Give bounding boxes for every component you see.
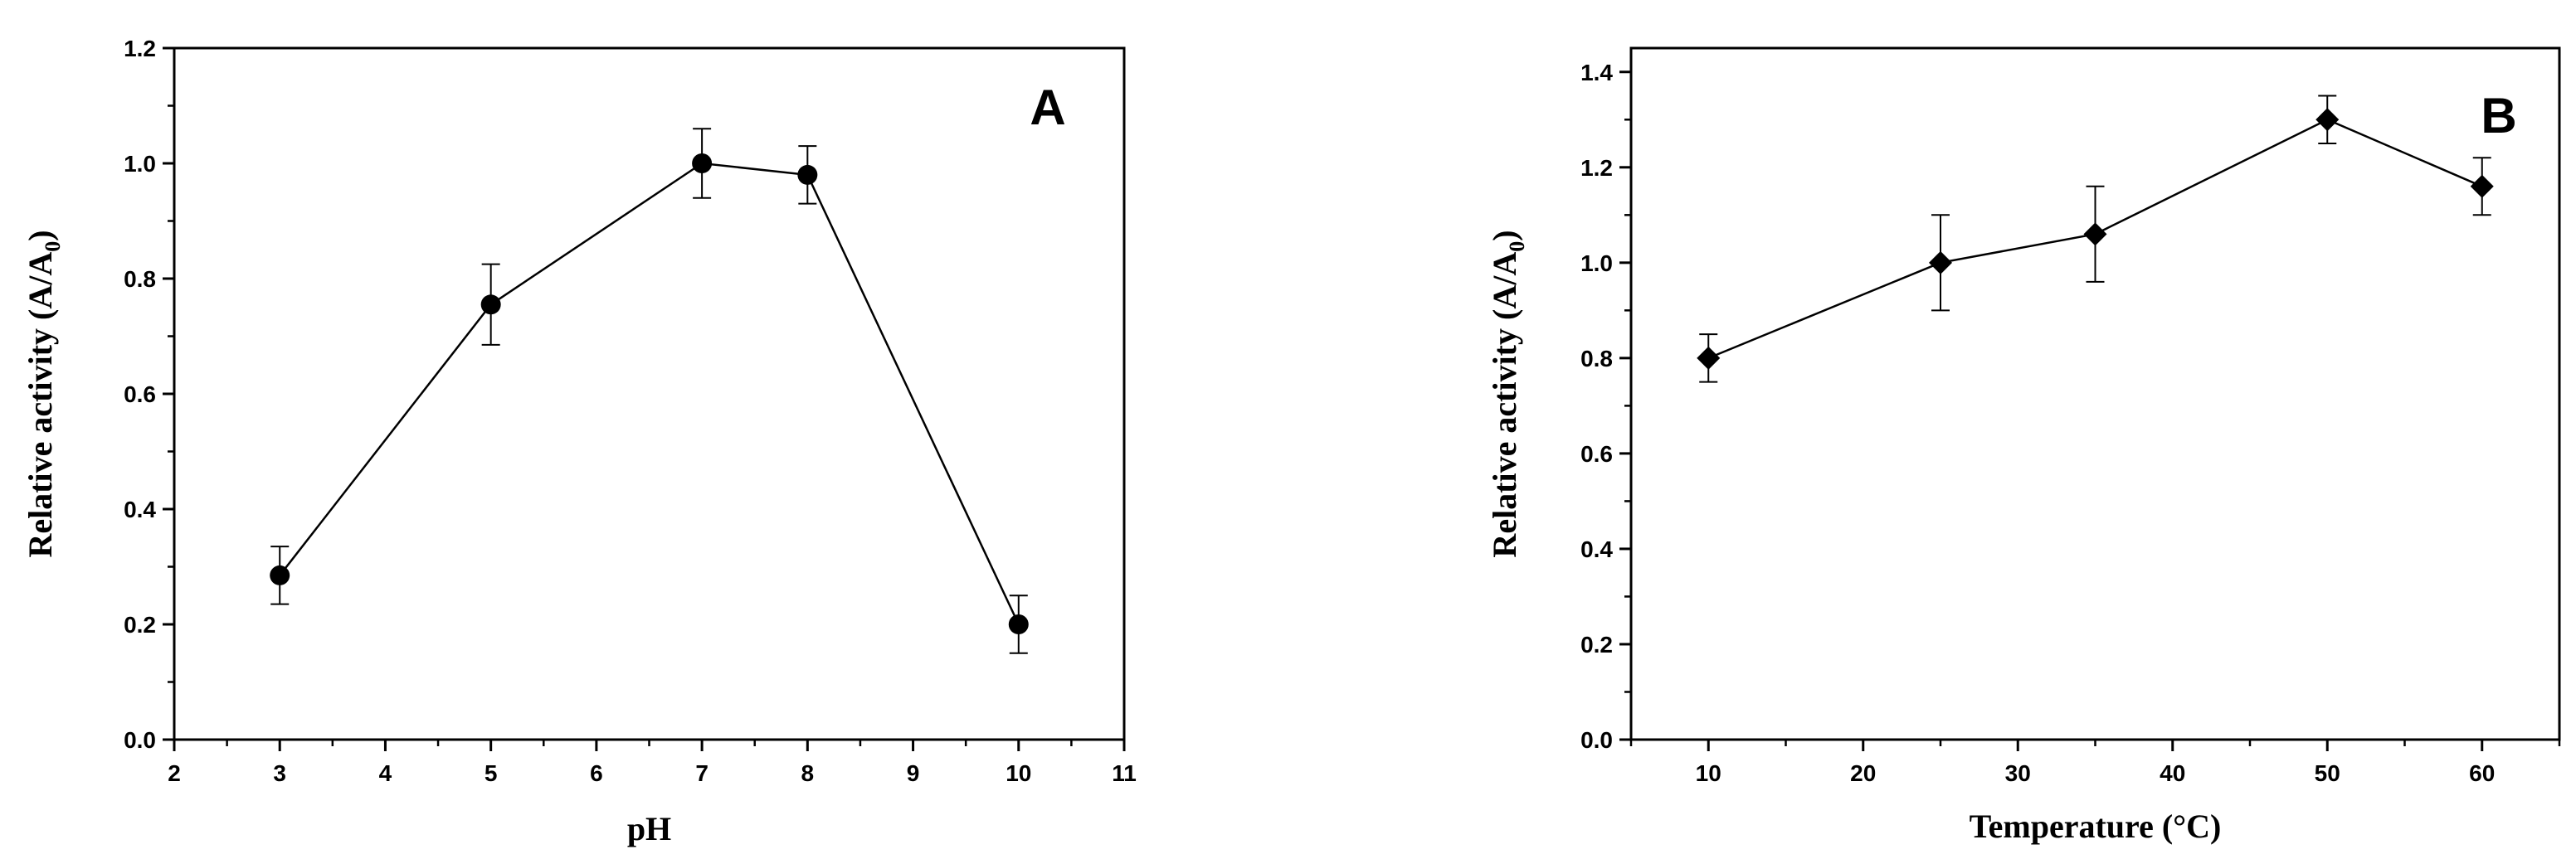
panel-b-y-axis-title-main: Relative activity (A/A bbox=[1486, 252, 1523, 558]
panel-a-data-point bbox=[270, 565, 290, 585]
panel-a-y-axis-title-main: Relative activity (A/A bbox=[22, 252, 59, 558]
panel-b-y-tick-label: 0.4 bbox=[1580, 536, 1613, 562]
panel-a-y-tick-label: 0.8 bbox=[124, 266, 156, 292]
panel-b-y-tick-label: 1.4 bbox=[1580, 60, 1613, 85]
panel-b-data-point bbox=[2470, 174, 2494, 198]
panel-a-series-line bbox=[279, 162, 1020, 625]
panel-a-data-point bbox=[797, 164, 818, 185]
panel-a-panel-letter: A bbox=[1030, 80, 1065, 135]
panel-b-y-axis-title-subscript: 0 bbox=[1505, 241, 1529, 252]
panel-b-y-tick-label: 0.0 bbox=[1580, 727, 1613, 753]
panel-a-y-tick-label: 1.2 bbox=[124, 36, 156, 61]
panel-b-chart: 10 20 30 40 50 60 0.0 0.2 0.4 0.6 0.8 1.0 1.2 1.4 Temp… bbox=[1486, 46, 2561, 845]
panel-a-chart: 2 3 4 5 6 7 8 9 10 11 0.0 0.2 0.4 0.6 0.8 1.0 1.2 pH Relat… bbox=[22, 36, 1137, 847]
panel-b-plot-frame bbox=[1629, 46, 2561, 741]
panel-a-y-tick-label: 1.0 bbox=[124, 151, 156, 177]
panel-b-data-point bbox=[2315, 108, 2340, 132]
panel-a-x-axis-title: pH bbox=[627, 810, 671, 847]
panel-a-x-tick-label: 5 bbox=[485, 760, 498, 786]
panel-b-x-tick-label: 10 bbox=[1696, 760, 1721, 786]
panel-a-x-tick-label: 11 bbox=[1112, 760, 1137, 786]
panel-a-y-axis-title: Relative activity (A/A0) bbox=[22, 230, 65, 557]
panel-b-x-tick-label: 60 bbox=[2469, 760, 2495, 786]
panel-a-y-tick-label: 0.4 bbox=[124, 497, 156, 522]
panel-a-data-point bbox=[692, 153, 713, 173]
panel-b-y-tick-label: 1.2 bbox=[1580, 155, 1613, 181]
panel-a-x-tick-label: 4 bbox=[379, 760, 392, 786]
panel-a-x-tick-label: 2 bbox=[168, 760, 181, 786]
panel-b-data-point bbox=[1697, 346, 1721, 370]
panel-a-data-point bbox=[1008, 614, 1029, 634]
panel-a-x-tick-label: 10 bbox=[1006, 760, 1031, 786]
panel-a-x-tick-label: 6 bbox=[590, 760, 603, 786]
panel-a-x-tick-label: 8 bbox=[801, 760, 815, 786]
panel-b-x-tick-label: 20 bbox=[1850, 760, 1876, 786]
panel-b-y-tick-label: 0.8 bbox=[1580, 346, 1613, 371]
panel-a-y-tick-label: 0.2 bbox=[124, 612, 156, 638]
panel-b-data-point bbox=[2083, 222, 2107, 246]
panel-a-y-tick-label: 0.0 bbox=[124, 727, 156, 753]
panel-b-x-tick-label: 40 bbox=[2160, 760, 2185, 786]
panel-b-y-tick-label: 0.6 bbox=[1580, 441, 1613, 467]
panel-a-y-tick-label: 0.6 bbox=[124, 381, 156, 407]
panel-a-x-tick-label: 7 bbox=[695, 760, 709, 786]
panel-b-x-axis-title: Temperature (°C) bbox=[1970, 808, 2222, 845]
panel-a-y-axis-title-subscript: 0 bbox=[41, 241, 65, 252]
panel-b-y-tick-label: 1.0 bbox=[1580, 250, 1613, 276]
panel-a-y-axis-title-suffix: ) bbox=[22, 230, 59, 240]
panel-b-x-tick-label: 30 bbox=[2005, 760, 2031, 786]
panel-a-x-tick-label: 9 bbox=[907, 760, 920, 786]
panel-b-x-tick-label: 50 bbox=[2315, 760, 2340, 786]
panel-b-y-axis-title: Relative activity (A/A0) bbox=[1486, 230, 1529, 557]
panel-a-data-point bbox=[480, 294, 501, 315]
panel-b-y-axis-title-suffix: ) bbox=[1486, 230, 1523, 240]
panel-b-y-tick-label: 0.2 bbox=[1580, 632, 1613, 658]
panel-b-data-point bbox=[1929, 250, 1952, 274]
panel-a-x-tick-label: 3 bbox=[273, 760, 286, 786]
panel-a-plot-frame bbox=[173, 46, 1126, 741]
panel-b-panel-letter: B bbox=[2481, 88, 2516, 143]
